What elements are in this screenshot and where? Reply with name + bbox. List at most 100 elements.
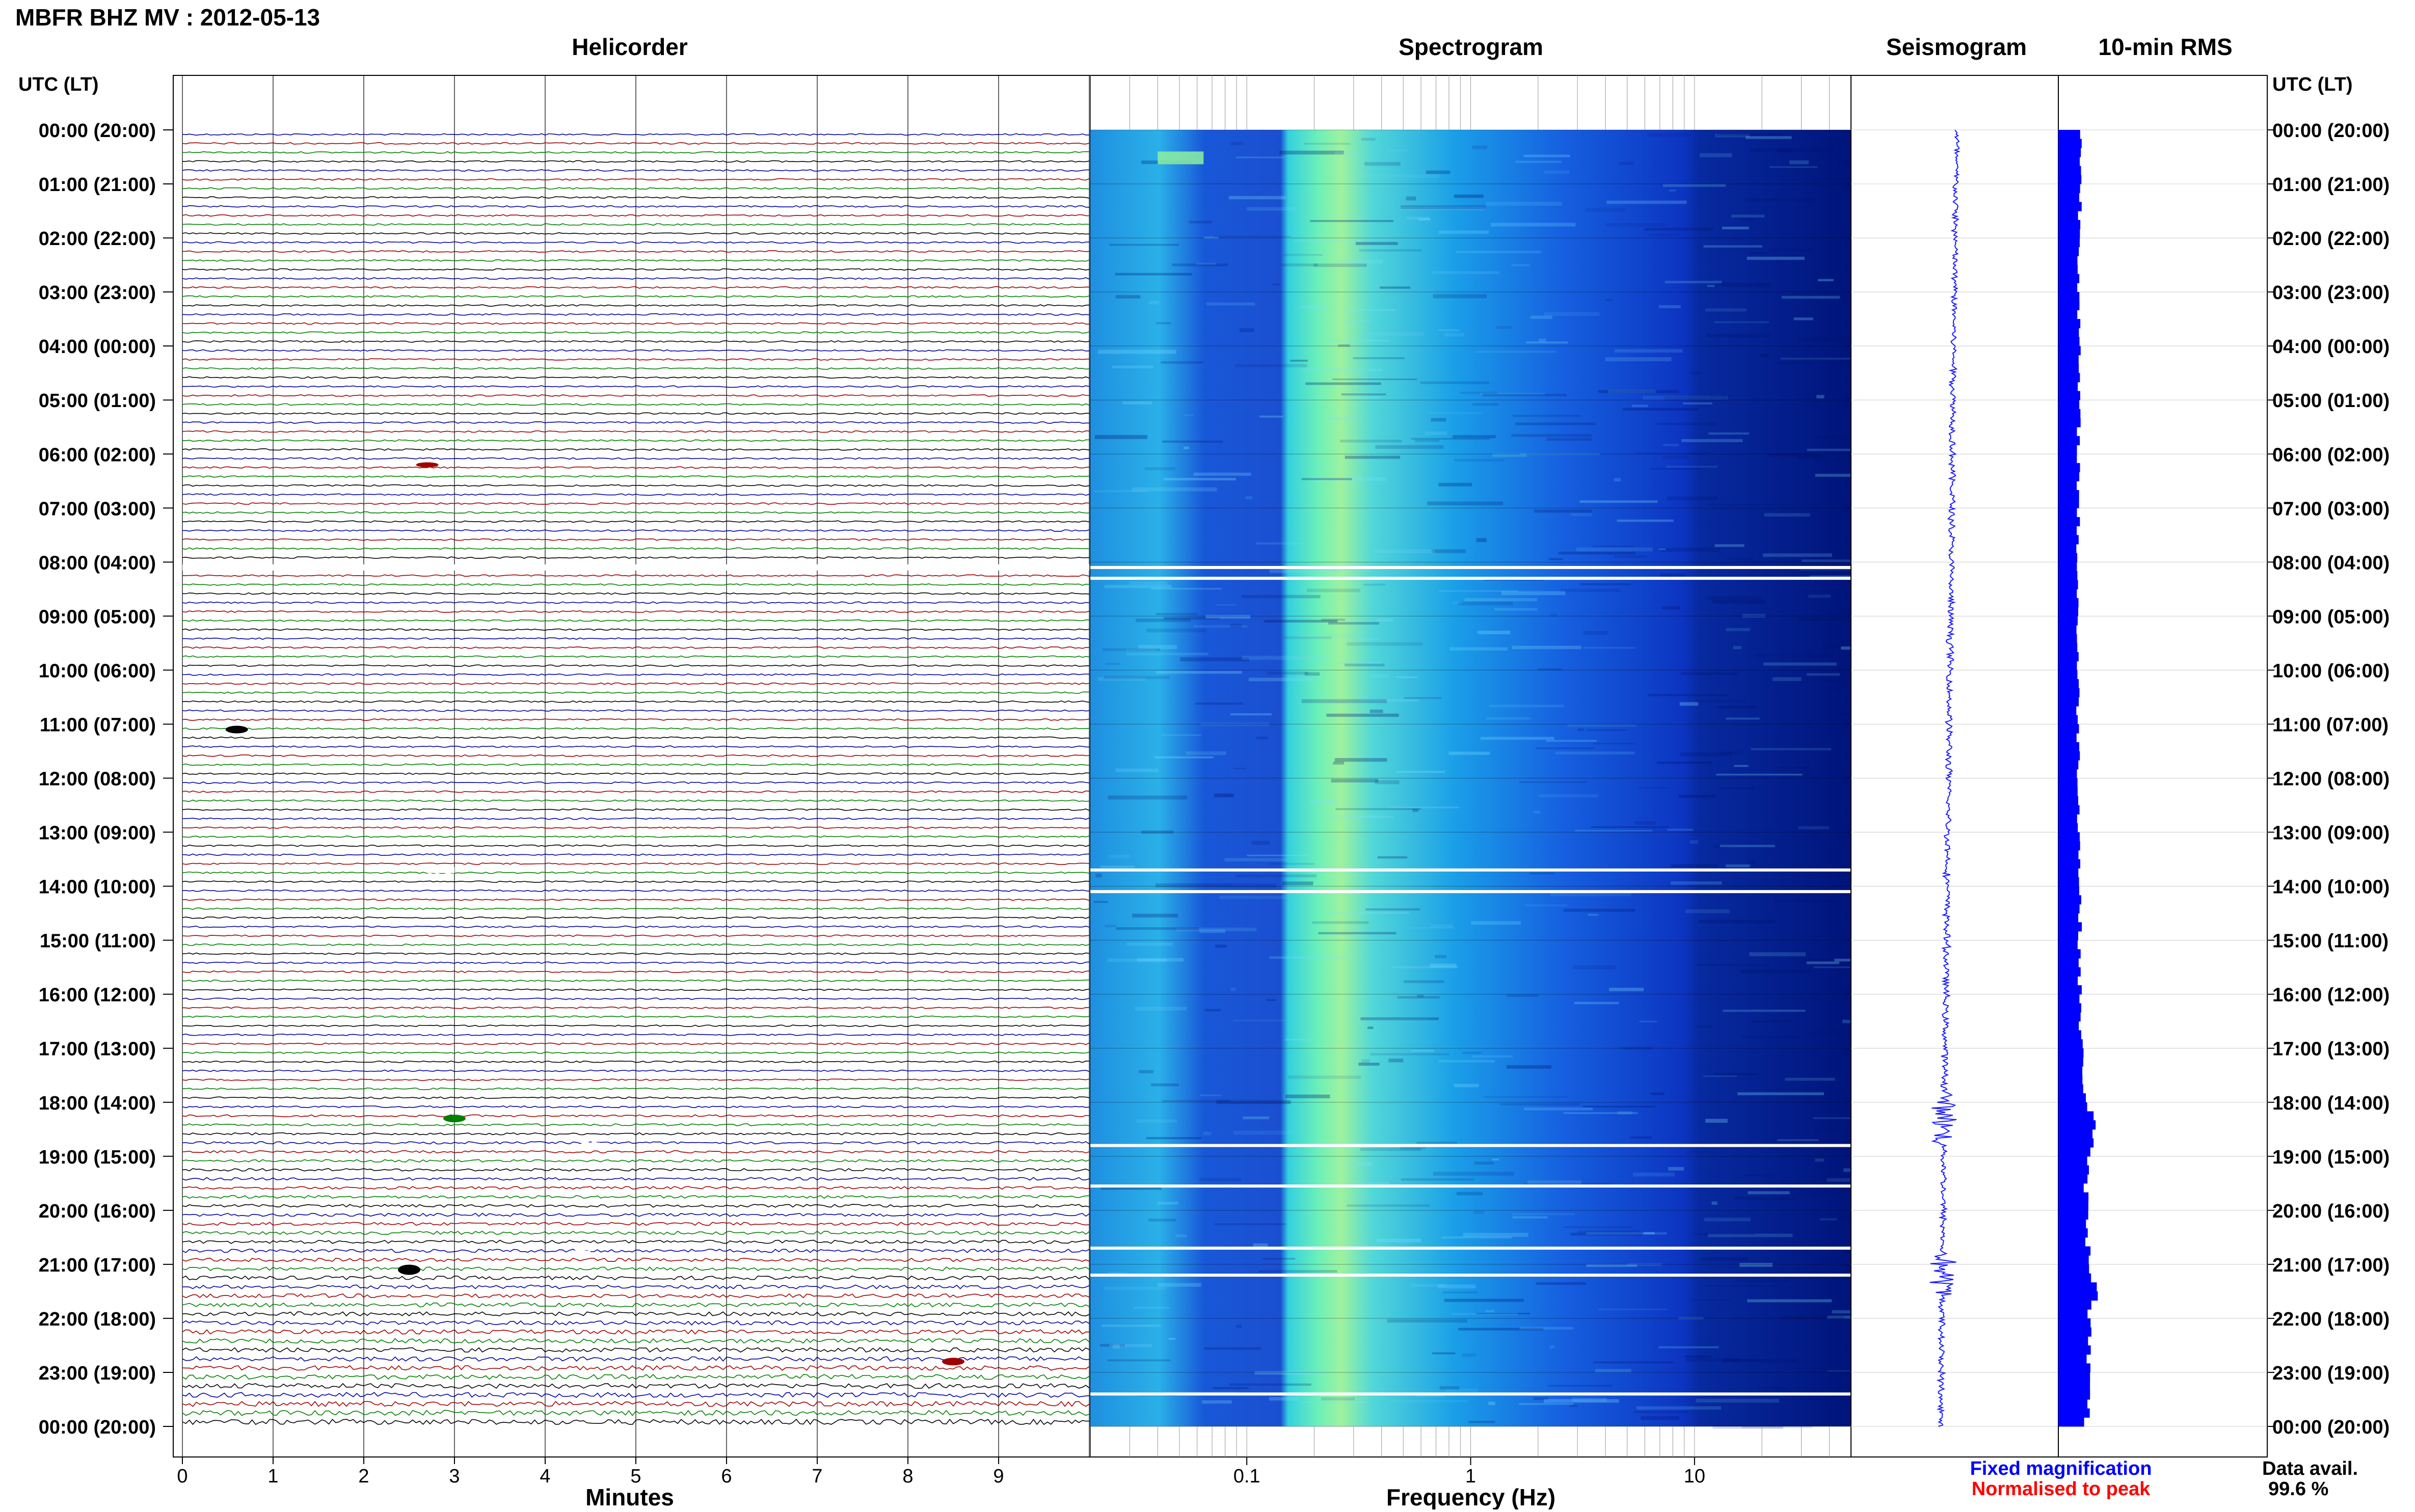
rms-bar [2058,301,2080,310]
helicorder-trace [182,637,1090,640]
rms-bar [2058,490,2079,500]
spectrogram-texture [1156,671,1242,674]
helicorder-trace [182,718,1090,721]
spectrogram-texture [1574,1002,1619,1005]
spectrogram-texture [1720,845,1775,848]
rms-bar [2058,688,2080,697]
spectrogram-texture [1570,1232,1642,1236]
spectrogram-texture [1411,1284,1447,1287]
spectrogram-texture [1150,587,1222,590]
helicorder-trace [182,457,1090,460]
rms-bar [2058,247,2079,256]
spectrogram-texture [1401,205,1486,209]
spectrogram-texture [1235,874,1317,878]
spectrogram-texture [1738,218,1754,221]
helicorder-trace [182,655,1090,658]
spectrogram-texture [1347,642,1423,646]
spectrogram-texture [1739,1262,1773,1267]
spectrogram-texture [1747,1299,1832,1303]
spectrogram-texture [1202,1400,1232,1404]
spectrogram-texture [1726,717,1760,720]
minute-tick-label: 5 [630,1466,641,1487]
spectrogram-texture [1439,1386,1460,1390]
spectrogram-texture [1356,174,1439,178]
spectrogram-texture [1733,646,1741,650]
spectrogram-texture [1519,781,1587,783]
helicorder-trace [182,574,1090,577]
spectrogram-texture [1406,196,1416,201]
helicorder-gap [572,1250,591,1257]
spectrogram-texture [1720,750,1741,754]
helicorder-trace [182,430,1090,433]
spectrogram-texture [1193,625,1248,628]
rms-bar [2058,1066,2083,1076]
rms-bar [2058,634,2077,643]
spectrogram-texture [1135,618,1191,623]
spectrogram-texture [1279,150,1344,155]
spectrogram-texture [1708,1233,1793,1237]
rms-bar [2058,517,2080,527]
helicorder-trace [182,1204,1090,1208]
spectrogram-texture [1318,932,1397,935]
rms-bar [2058,832,2080,842]
helicorder-trace [182,1383,1090,1389]
helicorder-trace [182,133,1089,136]
spectrogram-texture [1714,321,1769,323]
spectrogram-texture [1397,1242,1411,1245]
spectrogram-texture [1701,1257,1748,1261]
helicorder-trace [182,979,1090,982]
spectrogram-texture [1195,702,1244,705]
spectrogram-texture [1301,699,1387,704]
rms-bar [2058,985,2082,995]
spectrogram-texture [1366,332,1424,336]
time-label-right: 04:00 (00:00) [2272,336,2390,358]
spectrogram-texture [1193,472,1251,476]
spectrogram-texture [1593,545,1634,548]
helicorder-trace [182,736,1090,739]
helicorder-trace [182,700,1090,703]
rms-bar [2058,616,2078,626]
rms-bar [2058,1345,2091,1355]
rms-bar [2058,958,2079,968]
spectrogram-texture [1538,668,1562,670]
spectrogram-texture [1801,959,1854,962]
spectrogram-texture [1441,1236,1512,1239]
helicorder-trace [182,907,1090,910]
spectrogram-gap [1090,868,1851,872]
spectrogram-texture [1254,1371,1325,1375]
spectrogram-texture [1396,676,1418,678]
time-label-right: 19:00 (15:00) [2272,1147,2390,1168]
rms-bar [2058,535,2079,545]
helicorder-trace [182,439,1089,442]
spectrogram-texture [1305,382,1381,385]
seismogram-title: Seismogram [1886,34,2027,60]
spectrogram-texture [1215,944,1227,948]
helicorder-trace [182,1123,1090,1126]
spectrogram-texture [1718,706,1757,709]
spectrogram-texture [1429,412,1482,414]
spectrogram-texture [1530,315,1552,319]
time-label-left: 15:00 (11:00) [40,931,156,952]
spectrogram-texture [1544,170,1569,174]
rms-bar [2058,319,2081,329]
spectrogram-texture [1668,1167,1684,1171]
rms-bar [2058,1174,2088,1184]
time-label-right: 02:00 (22:00) [2272,228,2390,250]
helicorder-trace [182,754,1090,757]
helicorder-trace [182,817,1090,820]
spectrogram-texture [1569,1405,1578,1407]
time-label-left: 23:00 (19:00) [39,1363,156,1384]
rms-bar [2058,562,2077,572]
spectrogram-texture [1432,271,1499,274]
time-label-right: 00:00 (20:00) [2272,1417,2390,1438]
spectrogram-texture [1235,364,1307,367]
rms-bar [2058,256,2078,265]
spectrogram-texture [1549,1345,1555,1349]
spectrogram-texture [1550,613,1557,617]
left-axis-header: UTC (LT) [18,74,99,95]
rms-bar [2058,1030,2081,1040]
spectrogram-texture [1370,674,1389,678]
spectrogram-texture [1158,1283,1201,1287]
spectrogram-texture [1623,408,1698,411]
spectrogram-texture [1299,634,1366,638]
